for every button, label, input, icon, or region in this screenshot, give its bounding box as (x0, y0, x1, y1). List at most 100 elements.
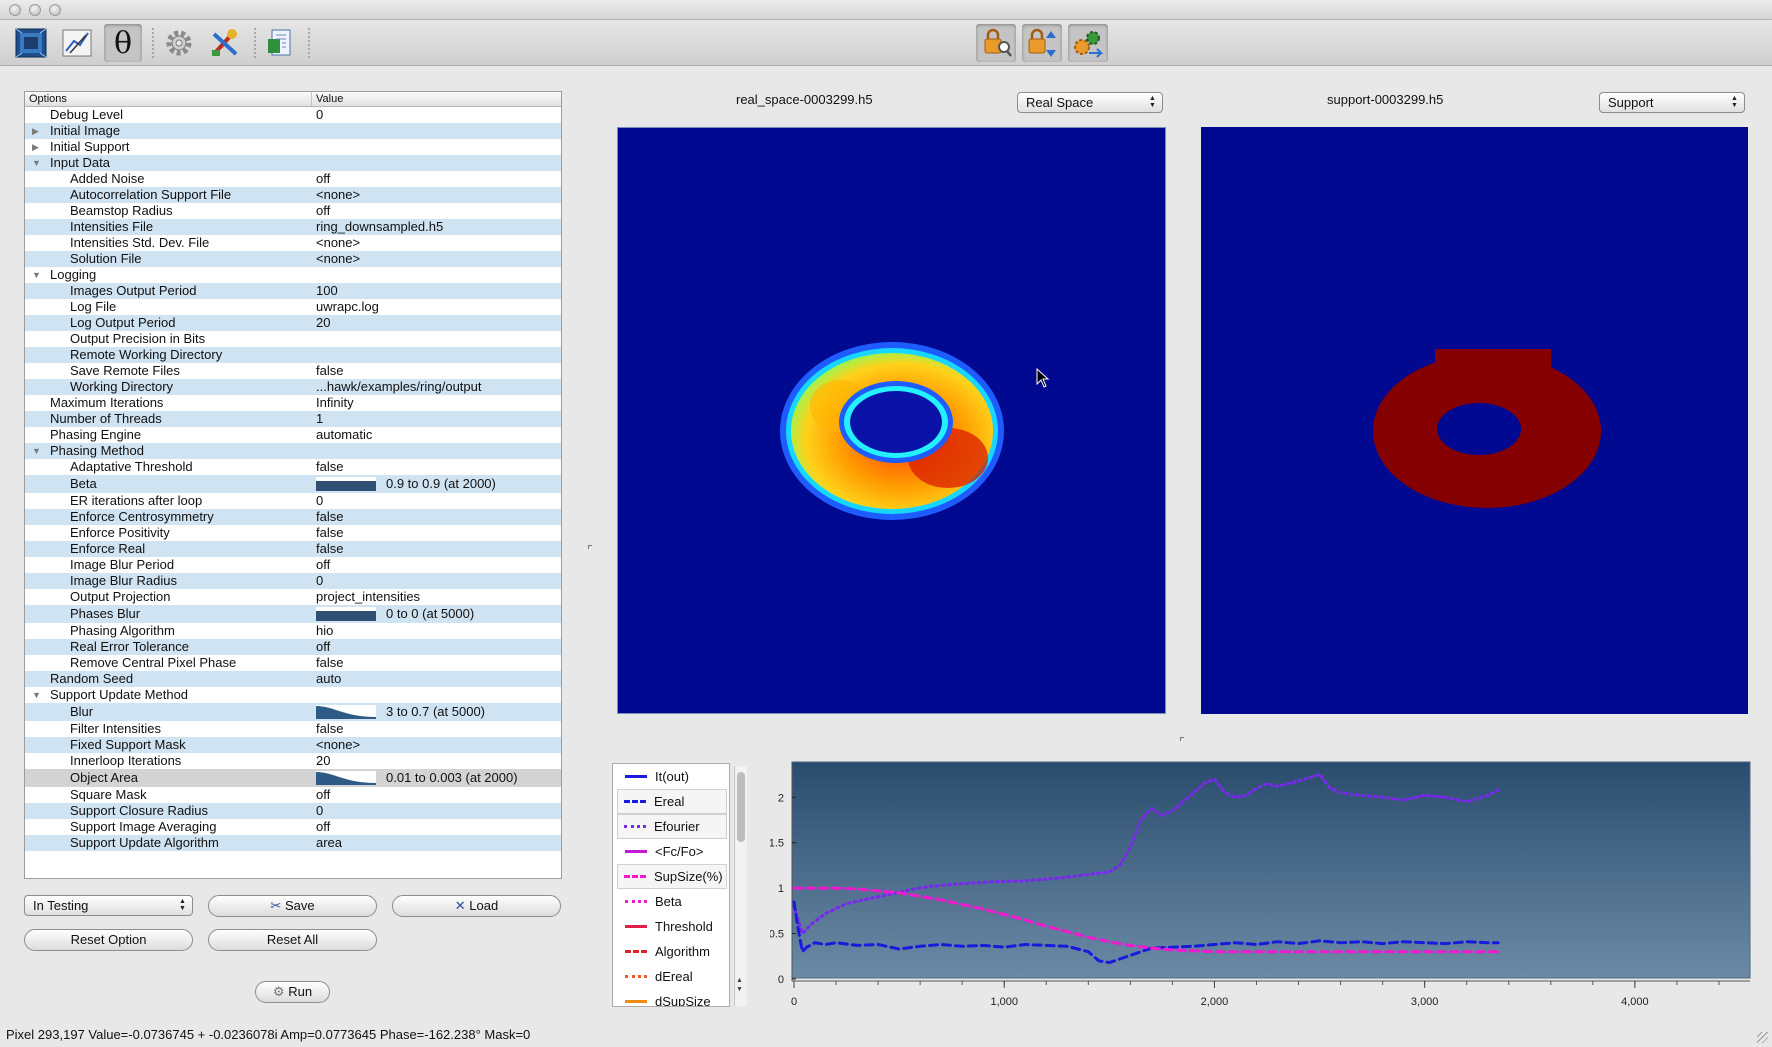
option-row[interactable]: Maximum Iterations Infinity (25, 395, 561, 411)
option-value-cell[interactable]: ring_downsampled.h5 (312, 219, 561, 235)
run-button[interactable]: ⚙ Run (255, 981, 330, 1003)
disclosure-collapsed-icon[interactable]: ▶ (32, 142, 39, 152)
support-mode-select[interactable]: Support ▲ ▼ (1599, 92, 1745, 113)
option-value-cell[interactable]: 0 (312, 573, 561, 589)
option-row[interactable]: Save Remote Files false (25, 363, 561, 379)
option-value-cell[interactable]: automatic (312, 427, 561, 443)
paint-tools-icon[interactable] (206, 24, 244, 62)
option-value-cell[interactable]: off (312, 203, 561, 219)
disclosure-expanded-icon[interactable]: ▼ (32, 158, 41, 168)
legend-item[interactable]: Ereal (617, 789, 727, 814)
option-value-cell[interactable]: area (312, 835, 561, 851)
option-row[interactable]: Images Output Period 100 (25, 283, 561, 299)
plot-edit-icon[interactable] (58, 24, 96, 62)
plot-legend[interactable]: It(out) Ereal Efourier <Fc/Fo> SupSize(%) Bet… (612, 763, 730, 1007)
option-row[interactable]: Blur 3 to 0.7 (at 5000) (25, 703, 561, 721)
close-window-button[interactable] (9, 4, 21, 16)
disclosure-expanded-icon[interactable]: ▼ (32, 690, 41, 700)
legend-item[interactable]: Threshold (613, 914, 729, 939)
option-value-cell[interactable] (312, 347, 561, 363)
option-value-cell[interactable] (312, 331, 561, 347)
theta-icon[interactable]: θ (104, 24, 142, 62)
legend-item[interactable]: Beta (613, 889, 729, 914)
real-space-mode-select[interactable]: Real Space ▲ ▼ (1017, 92, 1163, 113)
option-row[interactable]: Intensities Std. Dev. File <none> (25, 235, 561, 251)
option-value-cell[interactable]: 0.9 to 0.9 (at 2000) (312, 475, 561, 493)
option-row[interactable]: Beamstop Radius off (25, 203, 561, 219)
option-value-cell[interactable]: <none> (312, 235, 561, 251)
option-value-cell[interactable]: false (312, 509, 561, 525)
legend-item[interactable]: dSupSize (613, 989, 729, 1006)
support-image[interactable] (1201, 127, 1748, 714)
error-chart[interactable]: 0 1,000 2,000 3,000 4,000 0 0.5 1 1.5 2 (770, 755, 1770, 1010)
reset-all-button[interactable]: Reset All (208, 929, 377, 951)
option-value-cell[interactable] (312, 139, 561, 155)
option-value-cell[interactable]: 0 (312, 107, 561, 123)
option-row[interactable]: Output Precision in Bits (25, 331, 561, 347)
option-row[interactable]: ▼ Phasing Method (25, 443, 561, 459)
option-row[interactable]: Phasing Algorithm hio (25, 623, 561, 639)
reset-option-button[interactable]: Reset Option (24, 929, 193, 951)
splitter-handle[interactable] (588, 545, 592, 549)
option-row[interactable]: Remote Working Directory (25, 347, 561, 363)
option-row[interactable]: Remove Central Pixel Phase false (25, 655, 561, 671)
option-row[interactable]: Log Output Period 20 (25, 315, 561, 331)
option-row[interactable]: Enforce Positivity false (25, 525, 561, 541)
option-value-cell[interactable]: 0 (312, 803, 561, 819)
option-value-cell[interactable]: 20 (312, 753, 561, 769)
real-space-image[interactable] (617, 127, 1166, 714)
option-row[interactable]: Image Blur Period off (25, 557, 561, 573)
option-value-cell[interactable]: false (312, 721, 561, 737)
option-row[interactable]: ▼ Logging (25, 267, 561, 283)
document-export-icon[interactable] (262, 24, 300, 62)
legend-item[interactable]: SupSize(%) (617, 864, 727, 889)
option-value-cell[interactable]: false (312, 655, 561, 671)
option-row[interactable]: Number of Threads 1 (25, 411, 561, 427)
option-row[interactable]: Support Update Algorithm area (25, 835, 561, 851)
scroll-arrows-icon[interactable]: ▲ ▼ (736, 977, 743, 993)
option-row[interactable]: Added Noise off (25, 171, 561, 187)
disclosure-expanded-icon[interactable]: ▼ (32, 270, 41, 280)
option-row[interactable]: ER iterations after loop 0 (25, 493, 561, 509)
option-value-cell[interactable]: false (312, 541, 561, 557)
load-button[interactable]: ✕ Load (392, 895, 561, 917)
option-row[interactable]: ▶ Initial Image (25, 123, 561, 139)
gears-arrow-icon[interactable] (1068, 24, 1108, 62)
disclosure-expanded-icon[interactable]: ▼ (32, 446, 41, 456)
option-value-cell[interactable]: off (312, 557, 561, 573)
legend-item[interactable]: It(out) (613, 764, 729, 789)
resize-grip[interactable] (1757, 1032, 1768, 1043)
option-value-cell[interactable]: 0 to 0 (at 5000) (312, 605, 561, 623)
option-value-cell[interactable] (312, 687, 561, 703)
preset-select[interactable]: In Testing ▲ ▼ (24, 895, 193, 916)
option-value-cell[interactable]: off (312, 171, 561, 187)
options-table[interactable]: Options Value Debug Level 0 ▶ Initial Image… (24, 91, 562, 879)
legend-item[interactable]: Efourier (617, 814, 727, 839)
option-value-cell[interactable] (312, 443, 561, 459)
option-row[interactable]: Autocorrelation Support File <none> (25, 187, 561, 203)
option-row[interactable]: ▼ Input Data (25, 155, 561, 171)
option-row[interactable]: Enforce Centrosymmetry false (25, 509, 561, 525)
option-value-cell[interactable] (312, 155, 561, 171)
legend-scroll-thumb[interactable] (737, 772, 745, 842)
option-value-cell[interactable]: 100 (312, 283, 561, 299)
option-row[interactable]: ▶ Initial Support (25, 139, 561, 155)
option-row[interactable]: Square Mask off (25, 787, 561, 803)
option-row[interactable]: Random Seed auto (25, 671, 561, 687)
option-row[interactable]: Solution File <none> (25, 251, 561, 267)
option-row[interactable]: Debug Level 0 (25, 107, 561, 123)
option-value-cell[interactable]: off (312, 819, 561, 835)
disclosure-collapsed-icon[interactable]: ▶ (32, 126, 39, 136)
option-value-cell[interactable]: 3 to 0.7 (at 5000) (312, 703, 561, 721)
option-value-cell[interactable]: false (312, 459, 561, 475)
option-value-cell[interactable]: auto (312, 671, 561, 687)
option-value-cell[interactable]: hio (312, 623, 561, 639)
value-column-header[interactable]: Value (316, 93, 344, 105)
splitter-handle[interactable] (1180, 737, 1184, 741)
option-value-cell[interactable]: <none> (312, 737, 561, 753)
option-row[interactable]: Innerloop Iterations 20 (25, 753, 561, 769)
option-value-cell[interactable]: 1 (312, 411, 561, 427)
option-row[interactable]: Adaptative Threshold false (25, 459, 561, 475)
option-row[interactable]: Fixed Support Mask <none> (25, 737, 561, 753)
legend-scrollbar[interactable]: ▲ ▼ (734, 766, 747, 1006)
